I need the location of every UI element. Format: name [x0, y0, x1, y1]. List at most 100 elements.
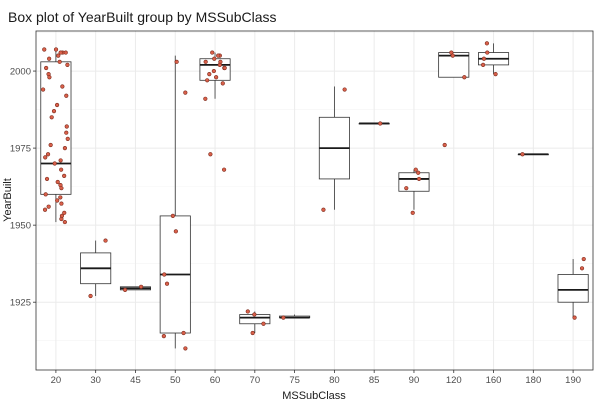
data-point	[51, 109, 57, 114]
data-point	[65, 62, 70, 68]
box-iqr	[398, 172, 430, 192]
data-point	[221, 167, 227, 172]
data-point	[208, 152, 213, 157]
grid-lines	[36, 31, 593, 370]
data-point	[211, 68, 216, 74]
x-tick-label: 180	[525, 375, 541, 386]
x-tick-label: 80	[329, 375, 340, 386]
data-point	[62, 173, 67, 178]
data-point	[162, 272, 167, 277]
data-point	[42, 47, 47, 52]
data-point	[410, 210, 415, 215]
data-point	[261, 321, 266, 326]
data-point	[404, 186, 409, 191]
x-tick-label: 75	[289, 375, 300, 386]
data-point	[250, 330, 255, 336]
data-point	[62, 219, 67, 225]
data-point	[579, 266, 585, 271]
data-point	[47, 75, 52, 80]
x-tick-label: 190	[565, 375, 581, 386]
data-point	[57, 59, 62, 64]
data-point	[45, 152, 51, 157]
data-point	[64, 130, 69, 135]
data-point	[203, 96, 208, 101]
data-point	[63, 50, 68, 55]
data-point	[378, 121, 383, 126]
box-85	[358, 122, 390, 125]
data-point	[55, 198, 60, 203]
data-point	[170, 213, 175, 219]
data-point	[54, 102, 60, 108]
data-point	[216, 53, 221, 58]
data-point	[59, 186, 64, 191]
data-point	[58, 50, 63, 55]
data-point	[181, 330, 186, 336]
data-point	[245, 309, 250, 314]
data-point	[342, 87, 347, 92]
data-point	[212, 56, 217, 61]
axis-ticks: 1925 1950 1975 2000 20 30 45 50 60 70 75 80 85 90 120 1…	[10, 67, 581, 386]
x-tick-label: 20	[51, 375, 62, 386]
data-point	[58, 158, 63, 163]
data-point	[203, 59, 208, 64]
data-point	[207, 72, 212, 77]
box-30	[80, 240, 112, 297]
x-tick-label: 45	[130, 375, 141, 386]
data-point	[55, 179, 60, 185]
data-point	[43, 192, 48, 197]
chart-title: Box plot of YearBuilt group by MSSubClas…	[8, 9, 277, 25]
data-point	[321, 207, 326, 212]
box-190	[557, 259, 589, 318]
data-point	[173, 229, 178, 234]
data-point	[59, 201, 64, 206]
data-point	[48, 142, 53, 148]
data-point	[205, 78, 210, 83]
data-point	[214, 75, 219, 80]
data-point	[222, 65, 227, 71]
data-point	[485, 50, 490, 55]
data-point	[40, 87, 46, 92]
jitter-points	[40, 41, 586, 351]
data-point	[183, 346, 188, 351]
x-tick-label: 120	[446, 375, 462, 386]
data-point	[138, 284, 144, 289]
box-50	[159, 55, 191, 349]
data-point	[59, 167, 64, 172]
y-axis-title: YearBuilt	[2, 178, 14, 222]
data-point	[210, 50, 215, 55]
data-point	[413, 167, 418, 172]
data-point	[581, 256, 586, 262]
box-iqr	[557, 274, 589, 303]
data-point	[64, 124, 69, 129]
data-point	[462, 75, 467, 80]
x-tick-label: 70	[250, 375, 261, 386]
data-point	[62, 146, 68, 151]
data-point	[44, 176, 50, 182]
x-tick-label: 85	[369, 375, 380, 386]
data-point	[480, 62, 486, 68]
data-point	[572, 315, 577, 320]
data-point	[450, 53, 455, 58]
x-tick-label: 60	[210, 375, 221, 386]
data-point	[42, 207, 48, 212]
x-tick-label: 90	[409, 375, 420, 386]
data-point	[65, 136, 70, 141]
data-point	[416, 170, 421, 175]
data-point	[484, 41, 490, 46]
data-point	[183, 90, 188, 95]
data-point	[44, 65, 49, 71]
data-point	[46, 204, 51, 209]
data-point	[217, 62, 222, 68]
data-point	[52, 161, 57, 166]
data-point	[53, 47, 59, 52]
data-point	[281, 315, 286, 320]
box-80	[318, 86, 350, 210]
data-point	[164, 281, 170, 286]
data-point	[442, 142, 447, 148]
data-point	[481, 56, 487, 61]
x-tick-label: 50	[170, 375, 181, 386]
data-point	[220, 81, 225, 86]
data-point	[103, 238, 108, 243]
data-point	[493, 72, 498, 77]
